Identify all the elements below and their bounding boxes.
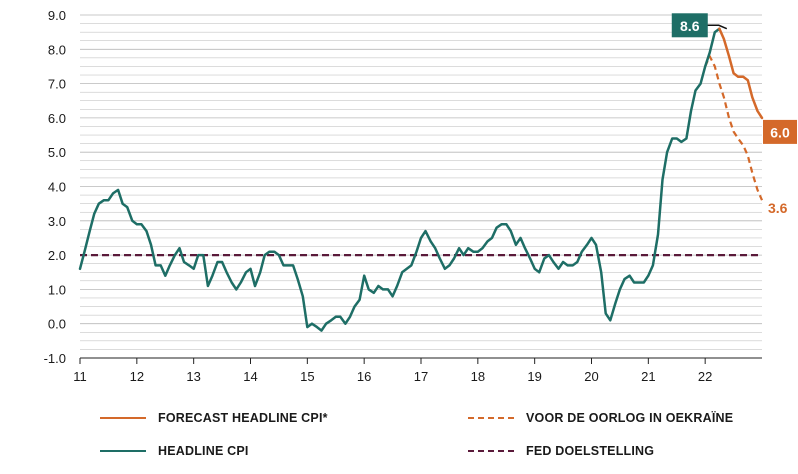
x-tick-label: 19 xyxy=(527,369,541,384)
x-tick-label: 17 xyxy=(414,369,428,384)
x-tick-label: 11 xyxy=(73,369,87,384)
legend-swatch-headline xyxy=(100,450,146,452)
x-tick-label: 21 xyxy=(641,369,655,384)
y-tick-label: 9.0 xyxy=(48,8,66,23)
cpi-line-chart: -1.00.01.02.03.04.05.06.07.08.09.0 11 12 1… xyxy=(44,8,797,384)
y-tick-label: 2.0 xyxy=(48,248,66,263)
y-tick-label: 0.0 xyxy=(48,317,66,332)
annotation-pre-war-value: 3.6 xyxy=(768,200,788,216)
y-tick-label: 8.0 xyxy=(48,42,66,57)
annotation-leader-line xyxy=(704,24,728,30)
annotations: 8.6 6.0 3.6 xyxy=(671,13,797,216)
legend: FORECAST HEADLINE CPI* VOOR DE OORLOG IN… xyxy=(0,400,798,474)
legend-label-forecast: FORECAST HEADLINE CPI* xyxy=(158,411,328,425)
x-axis: 11 12 13 14 15 16 17 18 19 20 21 22 xyxy=(73,357,762,384)
legend-label-pre-war: VOOR DE OORLOG IN OEKRAÏNE xyxy=(526,411,734,425)
legend-label-fed: FED DOELSTELLING xyxy=(526,444,655,458)
x-tick-label: 16 xyxy=(357,369,371,384)
x-tick-label: 20 xyxy=(584,369,598,384)
x-tick-label: 14 xyxy=(243,369,257,384)
legend-label-headline: HEADLINE CPI xyxy=(158,444,249,458)
x-tick-label: 15 xyxy=(300,369,314,384)
x-tick-label: 13 xyxy=(186,369,200,384)
annotation-forecast-value: 6.0 xyxy=(770,124,790,140)
legend-item-fed: FED DOELSTELLING xyxy=(468,444,654,458)
x-tick-label: 18 xyxy=(471,369,485,384)
legend-item-forecast: FORECAST HEADLINE CPI* xyxy=(100,411,328,425)
y-tick-label: 3.0 xyxy=(48,214,66,229)
x-tick-label: 22 xyxy=(698,369,712,384)
legend-item-pre-war: VOOR DE OORLOG IN OEKRAÏNE xyxy=(468,411,733,425)
legend-swatch-fed xyxy=(468,450,514,452)
y-tick-label: 4.0 xyxy=(48,180,66,195)
annotation-box-peak xyxy=(671,13,708,38)
y-tick-label: -1.0 xyxy=(44,351,66,366)
annotation-peak-value: 8.6 xyxy=(680,18,700,34)
x-tick-label: 12 xyxy=(130,369,144,384)
series-line-pre-war-forecast xyxy=(704,55,764,201)
legend-swatch-pre-war xyxy=(468,417,514,419)
y-tick-label: 5.0 xyxy=(48,145,66,160)
legend-swatch-forecast xyxy=(100,417,146,419)
gridlines xyxy=(80,14,762,359)
annotation-box-forecast xyxy=(763,119,797,144)
legend-item-headline: HEADLINE CPI xyxy=(100,444,249,458)
series-line-forecast-cpi xyxy=(718,27,764,120)
y-tick-label: 6.0 xyxy=(48,111,66,126)
y-tick-label: 1.0 xyxy=(48,282,66,297)
series-lines xyxy=(78,27,764,332)
y-tick-label: 7.0 xyxy=(48,77,66,92)
y-axis-ticks: -1.0 0.0 1.0 2.0 3.0 4.0 5.0 6.0 7.0 8.0 9.0 xyxy=(44,8,66,366)
series-line-headline-cpi xyxy=(78,27,721,332)
